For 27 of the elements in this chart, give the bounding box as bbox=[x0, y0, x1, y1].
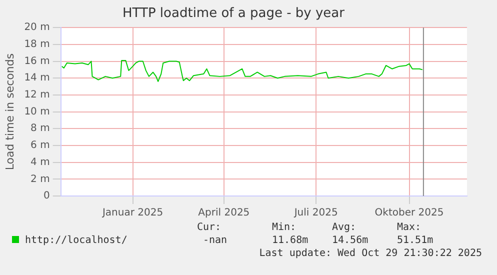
y-tick-label: 2 m bbox=[30, 174, 50, 185]
y-tick-label: 0 bbox=[43, 190, 50, 202]
text: 51.51m bbox=[397, 235, 434, 246]
text: Last update: Wed Oct 29 21:30:22 2025 bbox=[259, 248, 482, 259]
y-tick-label: 4 m bbox=[30, 156, 50, 168]
text: 11.68m bbox=[272, 235, 308, 246]
chart-title: HTTP loadtime of a page - by year bbox=[122, 6, 346, 22]
y-tick-label: 16 m bbox=[24, 56, 50, 67]
legend-label: http://localhost/ bbox=[24, 235, 128, 246]
text: Avg: bbox=[332, 222, 356, 233]
text: Max: bbox=[397, 222, 422, 233]
y-tick-label: 8 m bbox=[30, 123, 50, 134]
text: 14.56m bbox=[332, 235, 368, 246]
text: Min: bbox=[272, 222, 296, 233]
text: Cur: bbox=[197, 222, 222, 233]
x-tick-label: Januar 2025 bbox=[101, 208, 164, 219]
x-tick-label: Juli 2025 bbox=[293, 208, 338, 219]
x-tick-label: April 2025 bbox=[198, 208, 250, 219]
y-axis-title: Load time in seconds bbox=[3, 53, 16, 170]
y-tick-label: 6 m bbox=[30, 140, 50, 152]
y-tick-label: 10 m bbox=[24, 106, 50, 118]
y-tick-label: 20 m bbox=[24, 22, 50, 34]
x-tick-label: Oktober 2025 bbox=[374, 208, 444, 219]
text: -nan bbox=[203, 235, 228, 246]
y-tick-label: 14 m bbox=[24, 72, 50, 84]
y-tick-label: 12 m bbox=[24, 90, 50, 101]
y-tick-label: 18 m bbox=[24, 39, 50, 50]
